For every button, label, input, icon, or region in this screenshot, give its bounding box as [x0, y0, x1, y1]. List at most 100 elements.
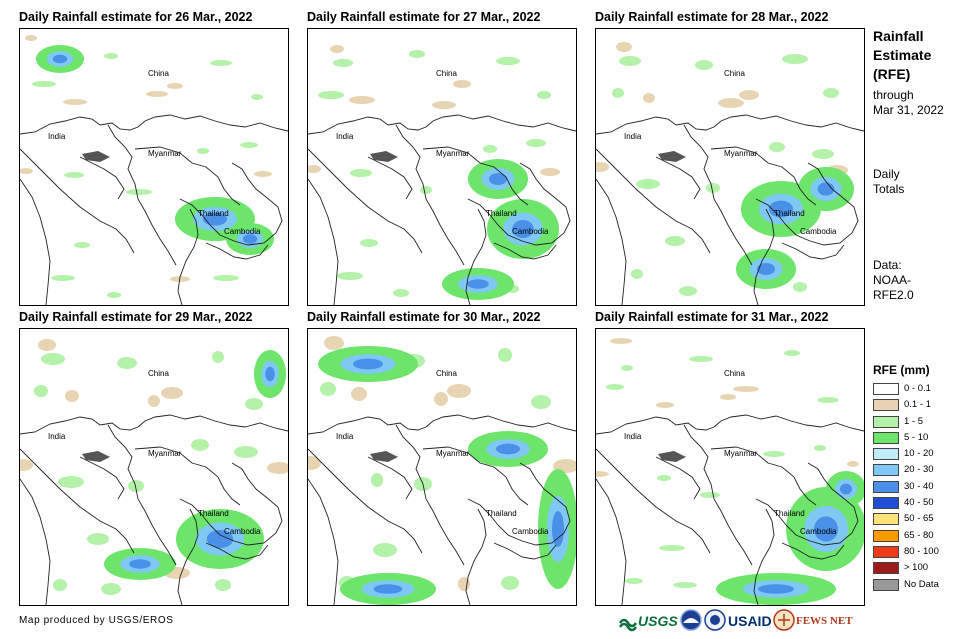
rain-patch — [20, 168, 33, 174]
rain-patch — [695, 60, 713, 70]
rain-patch — [107, 292, 121, 298]
country-boundary — [179, 162, 283, 246]
rain-patch — [784, 350, 800, 356]
svg-text:USAID: USAID — [728, 613, 772, 629]
rfe-data-source: Data: NOAA- RFE2.0 — [873, 258, 914, 303]
water-body — [658, 151, 686, 162]
rain-patch — [596, 162, 609, 172]
map-canvas — [308, 45, 576, 305]
rain-patch — [496, 57, 520, 65]
rain-patch — [330, 45, 344, 53]
rain-patch — [782, 54, 808, 64]
rain-patch — [41, 353, 65, 365]
rainfall-map: China India Myanmar Thailand Cambodia — [19, 328, 289, 606]
country-boundary — [596, 448, 711, 554]
country-label-cambodia: Cambodia — [800, 227, 837, 236]
country-boundary — [137, 414, 288, 432]
country-boundary — [710, 446, 817, 506]
rainfall-map: China India Myanmar Thailand Cambodia — [307, 328, 577, 606]
rain-patch — [210, 60, 232, 66]
period-line: through — [873, 88, 914, 102]
rain-patch — [53, 579, 67, 591]
period-line: Mar 31, 2022 — [873, 103, 944, 117]
country-label-myanmar: Myanmar — [724, 449, 758, 458]
legend-swatch — [873, 529, 899, 542]
legend-label: 80 - 100 — [904, 545, 939, 557]
panel-title: Daily Rainfall estimate for 27 Mar., 202… — [307, 10, 541, 24]
rain-patch — [823, 88, 839, 98]
rain-patch — [739, 90, 759, 100]
heavy-rain-cluster — [552, 511, 564, 547]
panel-title: Daily Rainfall estimate for 26 Mar., 202… — [19, 10, 253, 24]
rain-patch — [498, 348, 512, 362]
map-panel-31-mar: Daily Rainfall estimate for 31 Mar., 202… — [595, 307, 885, 606]
country-boundary — [20, 148, 135, 254]
rain-patch — [25, 35, 37, 41]
country-boundary — [422, 446, 529, 506]
heavy-rain-cluster — [265, 366, 275, 382]
rain-patch — [87, 533, 109, 545]
country-boundary — [308, 116, 427, 135]
country-label-myanmar: Myanmar — [148, 149, 182, 158]
country-label-thailand: Thailand — [486, 509, 517, 518]
legend-swatch — [873, 415, 899, 428]
legend-swatch — [873, 448, 899, 461]
rfe-aggregation: Daily Totals — [873, 167, 904, 197]
country-label-thailand: Thailand — [486, 209, 517, 218]
legend-label: 5 - 10 — [904, 431, 929, 443]
rain-patch — [38, 339, 56, 351]
rain-patch — [409, 50, 425, 58]
map-panel-26-mar: Daily Rainfall estimate for 26 Mar., 202… — [19, 7, 309, 306]
heavy-rain-cluster — [129, 559, 151, 569]
rain-patch — [324, 336, 344, 350]
country-boundary — [596, 148, 711, 254]
legend-label: 10 - 20 — [904, 448, 934, 460]
rain-patch — [812, 149, 834, 159]
rain-patch — [420, 186, 432, 194]
rain-patch — [606, 384, 624, 390]
rain-patch — [104, 53, 118, 59]
svg-text:FEWS NET: FEWS NET — [796, 615, 853, 627]
rain-patch — [619, 56, 641, 66]
country-label-myanmar: Myanmar — [436, 149, 470, 158]
heavy-rain-cluster — [840, 483, 852, 495]
rain-patch — [351, 387, 367, 401]
rain-patch — [763, 451, 785, 457]
rain-patch — [526, 139, 546, 147]
heavy-rain-cluster — [769, 200, 793, 218]
country-boundary — [493, 242, 557, 260]
fews-net-logo: FEWS NET — [773, 609, 853, 631]
rain-patch — [308, 165, 321, 173]
country-boundary — [205, 542, 269, 560]
country-boundary — [710, 146, 817, 206]
aggregation-line: Totals — [873, 182, 905, 196]
rain-patch — [58, 476, 84, 488]
heavy-rain-cluster — [512, 220, 534, 238]
rain-patch — [432, 101, 456, 109]
country-label-india: India — [624, 432, 642, 441]
rain-patch — [128, 480, 144, 492]
map-canvas — [20, 35, 288, 305]
rfe-title-line: Estimate — [873, 47, 932, 63]
legend-swatch — [873, 399, 899, 412]
country-boundary — [308, 448, 423, 554]
heavy-rain-cluster — [489, 173, 507, 185]
country-boundary — [755, 462, 859, 546]
rain-patch — [167, 83, 183, 89]
rain-patch — [393, 289, 409, 297]
rfe-title: Rainfall Estimate (RFE) — [873, 27, 931, 84]
country-boundary — [596, 416, 715, 435]
map-canvas — [308, 336, 576, 605]
country-boundary — [753, 508, 775, 605]
map-canvas — [596, 42, 864, 305]
legend-label: 30 - 40 — [904, 480, 934, 492]
country-boundary — [205, 242, 269, 260]
country-label-cambodia: Cambodia — [800, 527, 837, 536]
usgs-logo: USGS — [618, 613, 678, 632]
rain-patch — [612, 88, 624, 98]
rain-patch — [20, 459, 33, 471]
country-boundary — [107, 124, 177, 266]
legend-label: 0 - 0.1 — [904, 383, 931, 394]
rain-patch — [610, 338, 632, 344]
data-source-line: Data: — [873, 258, 902, 272]
